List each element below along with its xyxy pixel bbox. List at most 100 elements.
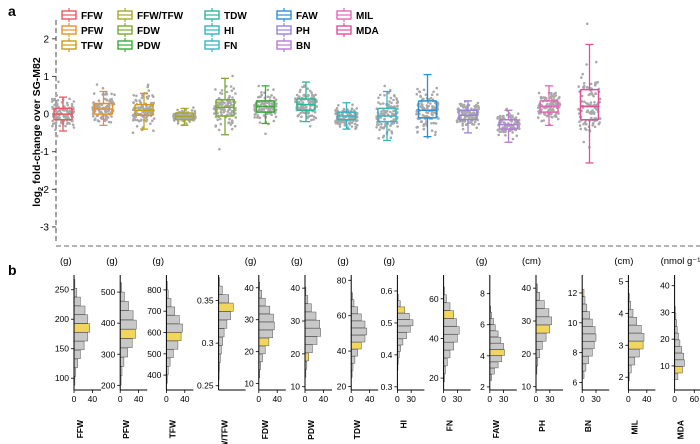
- data-dot: [590, 110, 593, 113]
- data-dot: [337, 104, 340, 107]
- data-dot: [308, 89, 312, 93]
- data-dot: [580, 76, 583, 79]
- histogram-unit-label: (g): [337, 256, 349, 267]
- histogram-bar: [350, 313, 362, 321]
- data-dot: [256, 114, 260, 117]
- histogram-variable-label: PDW: [306, 419, 316, 440]
- data-dot: [582, 140, 585, 144]
- histogram-bar-highlight: [166, 332, 182, 341]
- data-dot: [272, 96, 276, 100]
- histogram-x-tick-label: 30: [406, 394, 416, 404]
- data-dot: [265, 106, 268, 110]
- histogram-x-tick-label: 40: [365, 394, 375, 404]
- histogram-bar: [443, 342, 454, 351]
- data-dot: [294, 100, 297, 103]
- data-dot: [297, 100, 301, 104]
- data-dot: [430, 93, 434, 96]
- data-dot: [57, 80, 60, 84]
- data-dot: [295, 93, 299, 97]
- data-dot: [432, 90, 435, 94]
- data-dot: [145, 106, 148, 110]
- histogram-bar: [350, 327, 368, 336]
- histogram-variable-label: HI: [398, 420, 408, 429]
- data-dot: [431, 113, 434, 117]
- histogram-y-tick-label: 40: [291, 283, 301, 293]
- legend-item-tfw: TFW: [61, 38, 103, 52]
- legend-label: PFW: [81, 26, 104, 37]
- histogram-bar: [119, 301, 129, 311]
- panel-a-legend: FFW FFW/TFW TDW FAW MIL PFW FDW HI PH MDA TFW PDW FN…: [61, 8, 379, 52]
- data-dot: [51, 119, 54, 123]
- data-dot: [387, 91, 390, 95]
- histogram-variable-label: FDW: [260, 419, 270, 439]
- data-dot: [383, 84, 387, 88]
- histogram-bar: [535, 308, 550, 317]
- histogram-bar: [304, 328, 321, 337]
- histogram-y-tick-label: 0.25: [197, 381, 214, 391]
- histogram-bar: [443, 302, 451, 311]
- histogram-variable-label: FN: [445, 420, 455, 431]
- data-dot: [308, 107, 312, 110]
- histogram-bar: [350, 334, 366, 343]
- histogram-bar: [535, 292, 540, 301]
- data-dot: [64, 124, 67, 128]
- histogram-bar: [535, 349, 540, 358]
- data-dot: [342, 107, 346, 111]
- histogram-bar: [443, 334, 458, 343]
- data-dot: [595, 108, 599, 111]
- data-dot: [68, 97, 71, 101]
- histogram-y-tick-label: 500: [101, 287, 115, 297]
- histogram-pfw: (g) 200 300 400 500 0 40 PFW: [101, 256, 148, 439]
- data-dot: [540, 119, 543, 123]
- data-dot: [306, 87, 310, 90]
- data-dot: [301, 110, 304, 114]
- data-dot: [135, 99, 138, 103]
- histogram-x-tick-label: 0: [72, 394, 77, 404]
- histogram-mda: (nmol g⁻¹ FW) 10 20 30 40 0 60 MDA: [660, 256, 700, 439]
- data-dot: [151, 94, 154, 97]
- data-dot: [554, 91, 557, 95]
- data-dot: [379, 112, 383, 115]
- histogram-x-tick-label: 40: [180, 394, 190, 404]
- data-dot: [377, 96, 380, 100]
- data-dot: [176, 122, 180, 125]
- data-dot: [377, 137, 381, 140]
- data-dot: [518, 122, 521, 126]
- histogram-variable-label: FAW: [491, 419, 501, 438]
- histogram-bar: [581, 311, 590, 320]
- data-dot: [214, 88, 217, 91]
- data-dot: [593, 125, 597, 129]
- data-dot: [149, 110, 153, 114]
- data-dot: [259, 103, 263, 106]
- histogram-x-tick-label: 60: [690, 394, 700, 404]
- data-dot: [477, 105, 480, 109]
- data-dot: [389, 110, 392, 114]
- data-dot: [274, 105, 278, 108]
- panel-a-plot-area: [50, 22, 602, 164]
- box-group-mda: [577, 22, 602, 164]
- data-dot: [433, 133, 437, 137]
- histogram-bar: [535, 341, 543, 350]
- box-fn: [377, 107, 397, 123]
- histogram-bar: [73, 358, 78, 368]
- data-dot: [112, 102, 116, 106]
- data-dot: [227, 96, 231, 100]
- histogram-variable-label: FFW: [75, 419, 85, 438]
- histogram-pdw: (g) 10 20 30 40 0 40 PDW: [291, 256, 332, 440]
- data-dot: [589, 82, 593, 86]
- data-dot: [55, 111, 58, 114]
- histogram-y-tick-label: 10: [522, 382, 532, 392]
- histogram-bar: [489, 361, 499, 369]
- data-dot: [461, 122, 465, 125]
- data-dot: [57, 115, 60, 118]
- data-dot: [577, 85, 580, 88]
- histogram-ffw: (g) 100 150 200 250 0 40 FFW: [55, 256, 101, 438]
- data-dot: [498, 114, 502, 118]
- data-dot: [470, 107, 473, 111]
- data-dot: [110, 97, 113, 101]
- data-dot: [56, 99, 60, 102]
- data-dot: [496, 117, 499, 120]
- data-dot: [389, 124, 392, 127]
- histogram-bar: [628, 317, 637, 326]
- data-dot: [132, 94, 135, 97]
